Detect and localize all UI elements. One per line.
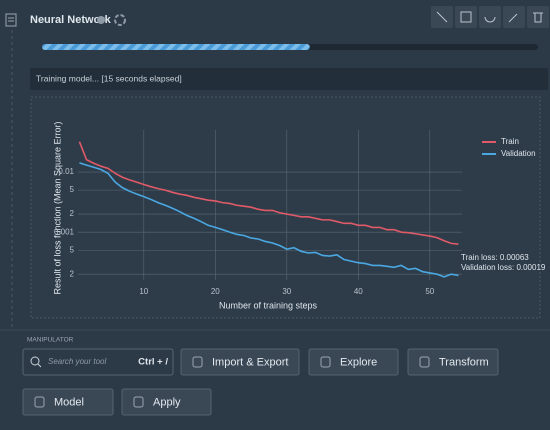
y-axis-label: Result of loss function (Mean Square Err… [52, 121, 62, 294]
y-tick-label: 2 [70, 269, 75, 278]
button-icon [192, 356, 203, 368]
y-tick-label: 2 [70, 209, 75, 218]
buttons: Import & Export Explore Transform Model Appl… [22, 348, 499, 416]
x-tick-label: 40 [354, 287, 363, 296]
tool-button[interactable] [180, 348, 300, 376]
search-box[interactable] [22, 348, 174, 376]
progress-fill [42, 44, 310, 50]
refresh-button[interactable] [479, 6, 501, 28]
node-title: Neural Network [30, 14, 112, 26]
button-icon [320, 356, 331, 368]
annotation: Train loss: 0.00063 [461, 253, 529, 262]
status-text: Training model... [15 seconds elapsed] [36, 73, 182, 83]
x-axis-label: Number of training steps [219, 300, 318, 310]
line-series [78, 141, 459, 246]
search-icon [30, 356, 40, 366]
line-series [79, 162, 459, 278]
search-placeholder: Search your tool [48, 357, 106, 366]
y-tick-label: 0.01 [58, 167, 74, 176]
tool-button[interactable] [407, 348, 499, 376]
shortcut: Ctrl + / [138, 357, 168, 368]
toolbar-icons [436, 11, 543, 23]
x-tick-label: 10 [139, 287, 148, 296]
legend-label: Validation [501, 149, 536, 158]
legend-label: Train [501, 137, 519, 146]
info-icon[interactable] [97, 16, 105, 24]
y-tick-label: 5 [70, 185, 75, 194]
doc-icon [5, 13, 17, 27]
x-tick-label: 30 [282, 287, 291, 296]
delete-button[interactable] [527, 6, 549, 28]
x-tick-label: 20 [211, 287, 220, 296]
toolbar [431, 6, 549, 28]
button-label: Explore [340, 356, 377, 368]
button-icon [419, 356, 430, 368]
expand-button[interactable] [455, 6, 477, 28]
tool-button[interactable] [121, 388, 212, 416]
button-icon [34, 396, 45, 408]
button-label: Model [54, 396, 84, 408]
tool-button[interactable] [22, 388, 114, 416]
section-label: MANIPULATOR [27, 337, 74, 344]
button-label: Transform [439, 356, 489, 368]
x-tick-label: 50 [425, 287, 434, 296]
annotation: Validation loss: 0.00019 [461, 263, 546, 272]
spinner [114, 14, 126, 26]
button-icon [133, 396, 144, 408]
tool-button[interactable] [308, 348, 399, 376]
chart-panel [30, 96, 541, 319]
search-icon [37, 363, 42, 368]
button-label: Apply [153, 396, 181, 408]
chart: Number of training steps Result of loss … [52, 121, 546, 310]
y-tick-label: 0.001 [54, 227, 75, 236]
button-label: Import & Export [212, 356, 288, 368]
status-bar [30, 68, 548, 90]
y-tick-label: 5 [70, 245, 75, 254]
